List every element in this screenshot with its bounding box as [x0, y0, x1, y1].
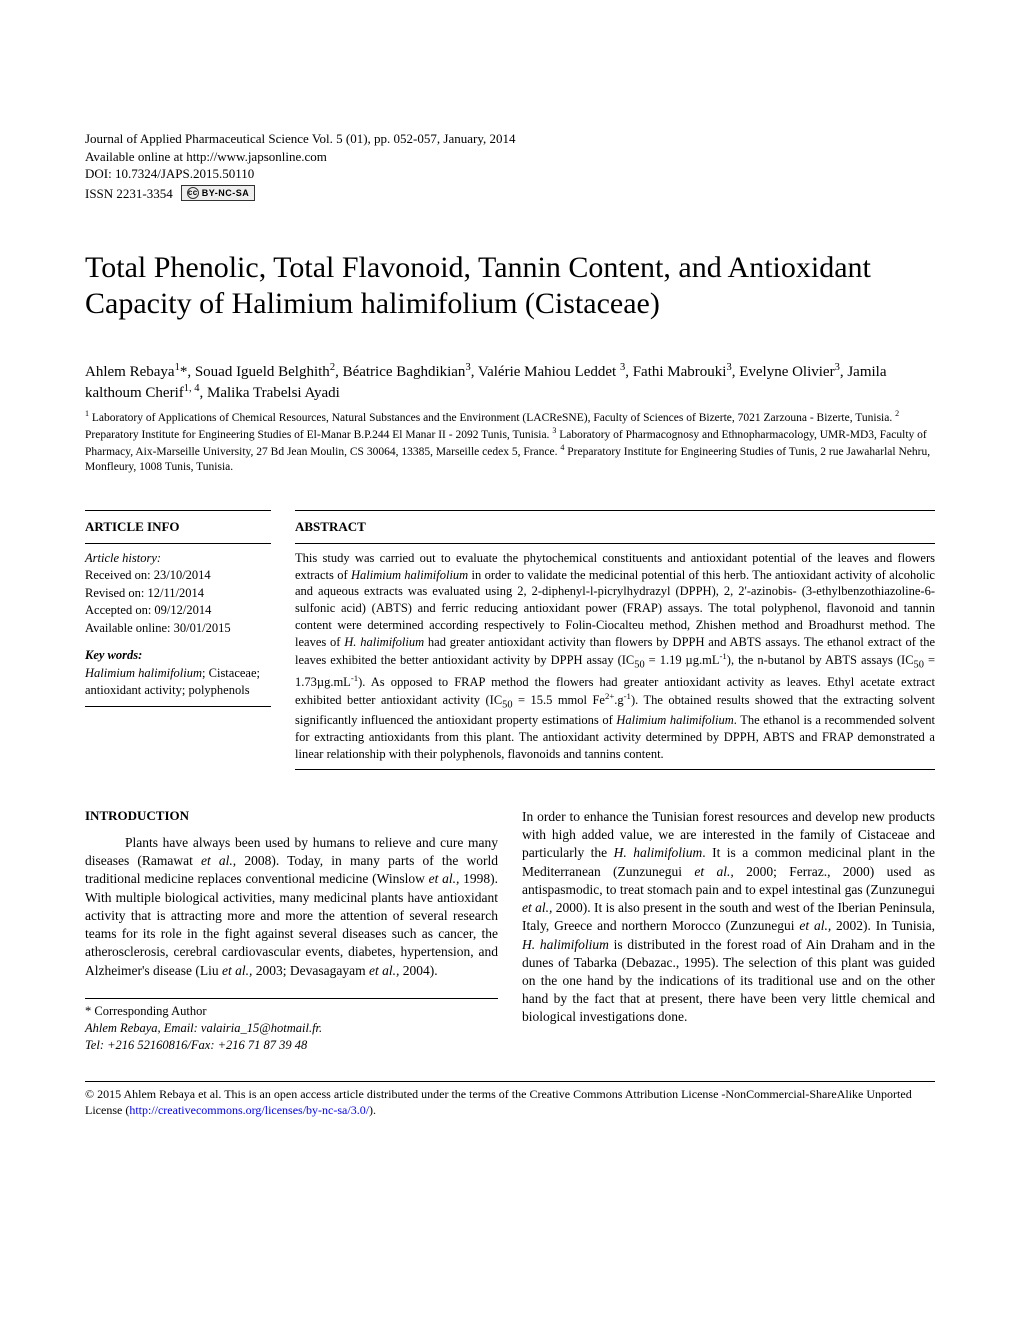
introduction-col1: Plants have always been used by humans t… [85, 834, 498, 980]
footer-license-link[interactable]: http://creativecommons.org/licenses/by-n… [129, 1103, 369, 1117]
corresponding-author: * Corresponding Author Ahlem Rebaya, Ema… [85, 998, 498, 1054]
journal-line1: Journal of Applied Pharmaceutical Scienc… [85, 130, 935, 148]
abstract-column: ABSTRACT This study was carried out to e… [295, 510, 935, 770]
affiliations: 1 Laboratory of Applications of Chemical… [85, 409, 935, 474]
authors: Ahlem Rebaya1*, Souad Igueld Belghith2, … [85, 361, 935, 404]
keywords: Halimium halimifolium; Cistaceae; antiox… [85, 665, 271, 700]
introduction-col2: In order to enhance the Tunisian forest … [522, 808, 935, 1027]
footer-suffix: ). [369, 1103, 376, 1117]
main-body: INTRODUCTION Plants have always been use… [85, 808, 935, 1053]
article-title: Total Phenolic, Total Flavonoid, Tannin … [85, 250, 935, 321]
issn-row: ISSN 2231-3354 cc BY-NC-SA [85, 185, 935, 203]
abstract-heading: ABSTRACT [295, 511, 935, 543]
keywords-label: Key words: [85, 647, 271, 665]
available-date: Available online: 30/01/2015 [85, 620, 271, 638]
footer-license: © 2015 Ahlem Rebaya et al. This is an op… [85, 1081, 935, 1118]
journal-citation: Journal of Applied Pharmaceutical Scienc… [85, 130, 935, 202]
right-column: In order to enhance the Tunisian forest … [522, 808, 935, 1053]
revised-date: Revised on: 12/11/2014 [85, 585, 271, 603]
journal-doi: DOI: 10.7324/JAPS.2015.50110 [85, 165, 935, 183]
cc-badge-icon: cc BY-NC-SA [181, 185, 256, 201]
received-date: Received on: 23/10/2014 [85, 567, 271, 585]
journal-line2: Available online at http://www.japsonlin… [85, 148, 935, 166]
corresponding-label: * Corresponding Author [85, 1004, 207, 1018]
article-info-heading: ARTICLE INFO [85, 511, 271, 543]
issn: ISSN 2231-3354 [85, 185, 173, 203]
cc-text: BY-NC-SA [202, 187, 250, 199]
article-history: Article history: Received on: 23/10/2014… [85, 544, 271, 706]
introduction-heading: INTRODUCTION [85, 808, 498, 824]
abstract-text: This study was carried out to evaluate t… [295, 544, 935, 769]
history-label: Article history: [85, 550, 271, 568]
corresponding-phone: Tel: +216 52160816/Fax: +216 71 87 39 48 [85, 1038, 307, 1052]
cc-logo-icon: cc [187, 187, 199, 199]
article-info-column: ARTICLE INFO Article history: Received o… [85, 510, 295, 770]
info-abstract-block: ARTICLE INFO Article history: Received o… [85, 510, 935, 770]
accepted-date: Accepted on: 09/12/2014 [85, 602, 271, 620]
divider [85, 706, 271, 707]
divider [295, 769, 935, 770]
corresponding-email: Ahlem Rebaya, Email: valairia_15@hotmail… [85, 1021, 322, 1035]
left-column: INTRODUCTION Plants have always been use… [85, 808, 498, 1053]
